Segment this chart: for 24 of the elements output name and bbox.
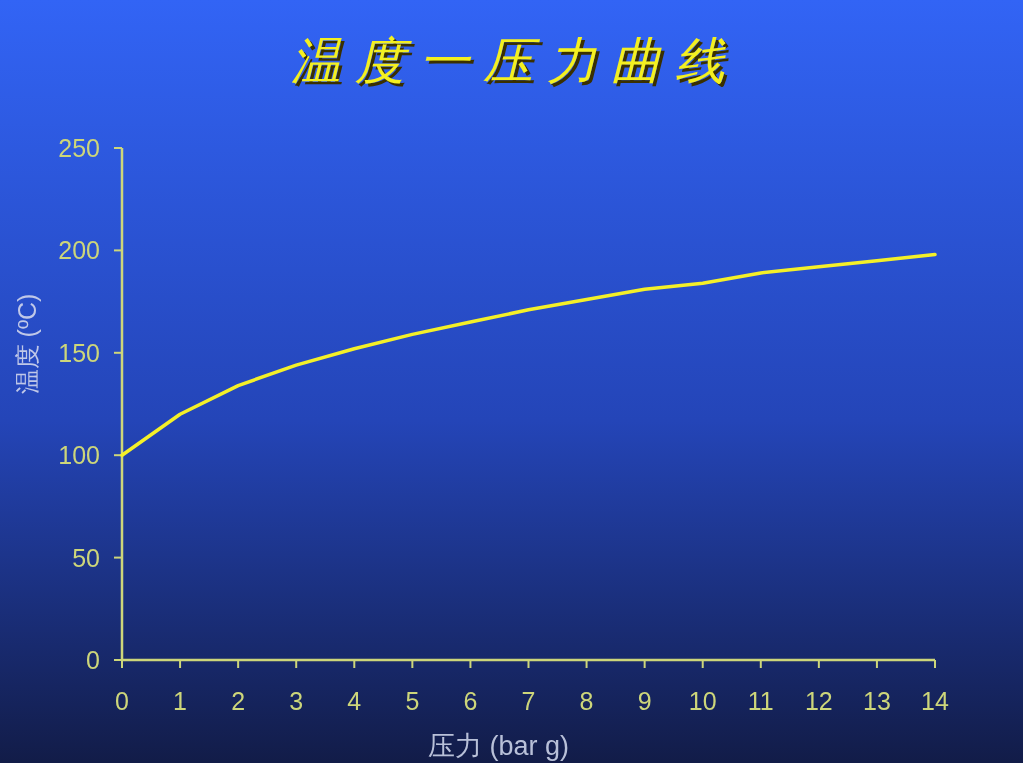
x-axis-title: 压力 (bar g) [427,731,570,761]
y-tick-label: 250 [58,134,100,162]
x-tick-label: 0 [115,687,129,715]
x-tick-label: 13 [863,687,891,715]
y-axis-title: 温度 (ºC) [13,293,41,395]
x-tick-label: 9 [637,687,652,715]
x-tick-label: 2 [231,687,246,715]
x-tick-label: 4 [347,687,362,715]
x-tick-label: 14 [921,687,949,715]
x-tick-label: 1 [173,687,188,715]
x-tick-label: 12 [804,687,833,715]
y-tick-label: 100 [58,441,100,470]
x-tick-label: 5 [405,687,420,715]
x-tick-label: 7 [521,687,536,715]
x-tick-label: 6 [463,687,478,715]
x-tick-label: 11 [747,687,774,715]
y-tick-label: 0 [86,646,100,674]
x-tick-label: 10 [688,687,717,715]
x-tick-label: 8 [579,687,594,715]
y-tick-label: 150 [58,338,100,367]
title: 温度一压力曲线 [291,33,739,89]
x-tick-label: 3 [289,687,304,715]
y-tick-label: 50 [72,543,100,572]
y-tick-label: 200 [58,236,100,265]
